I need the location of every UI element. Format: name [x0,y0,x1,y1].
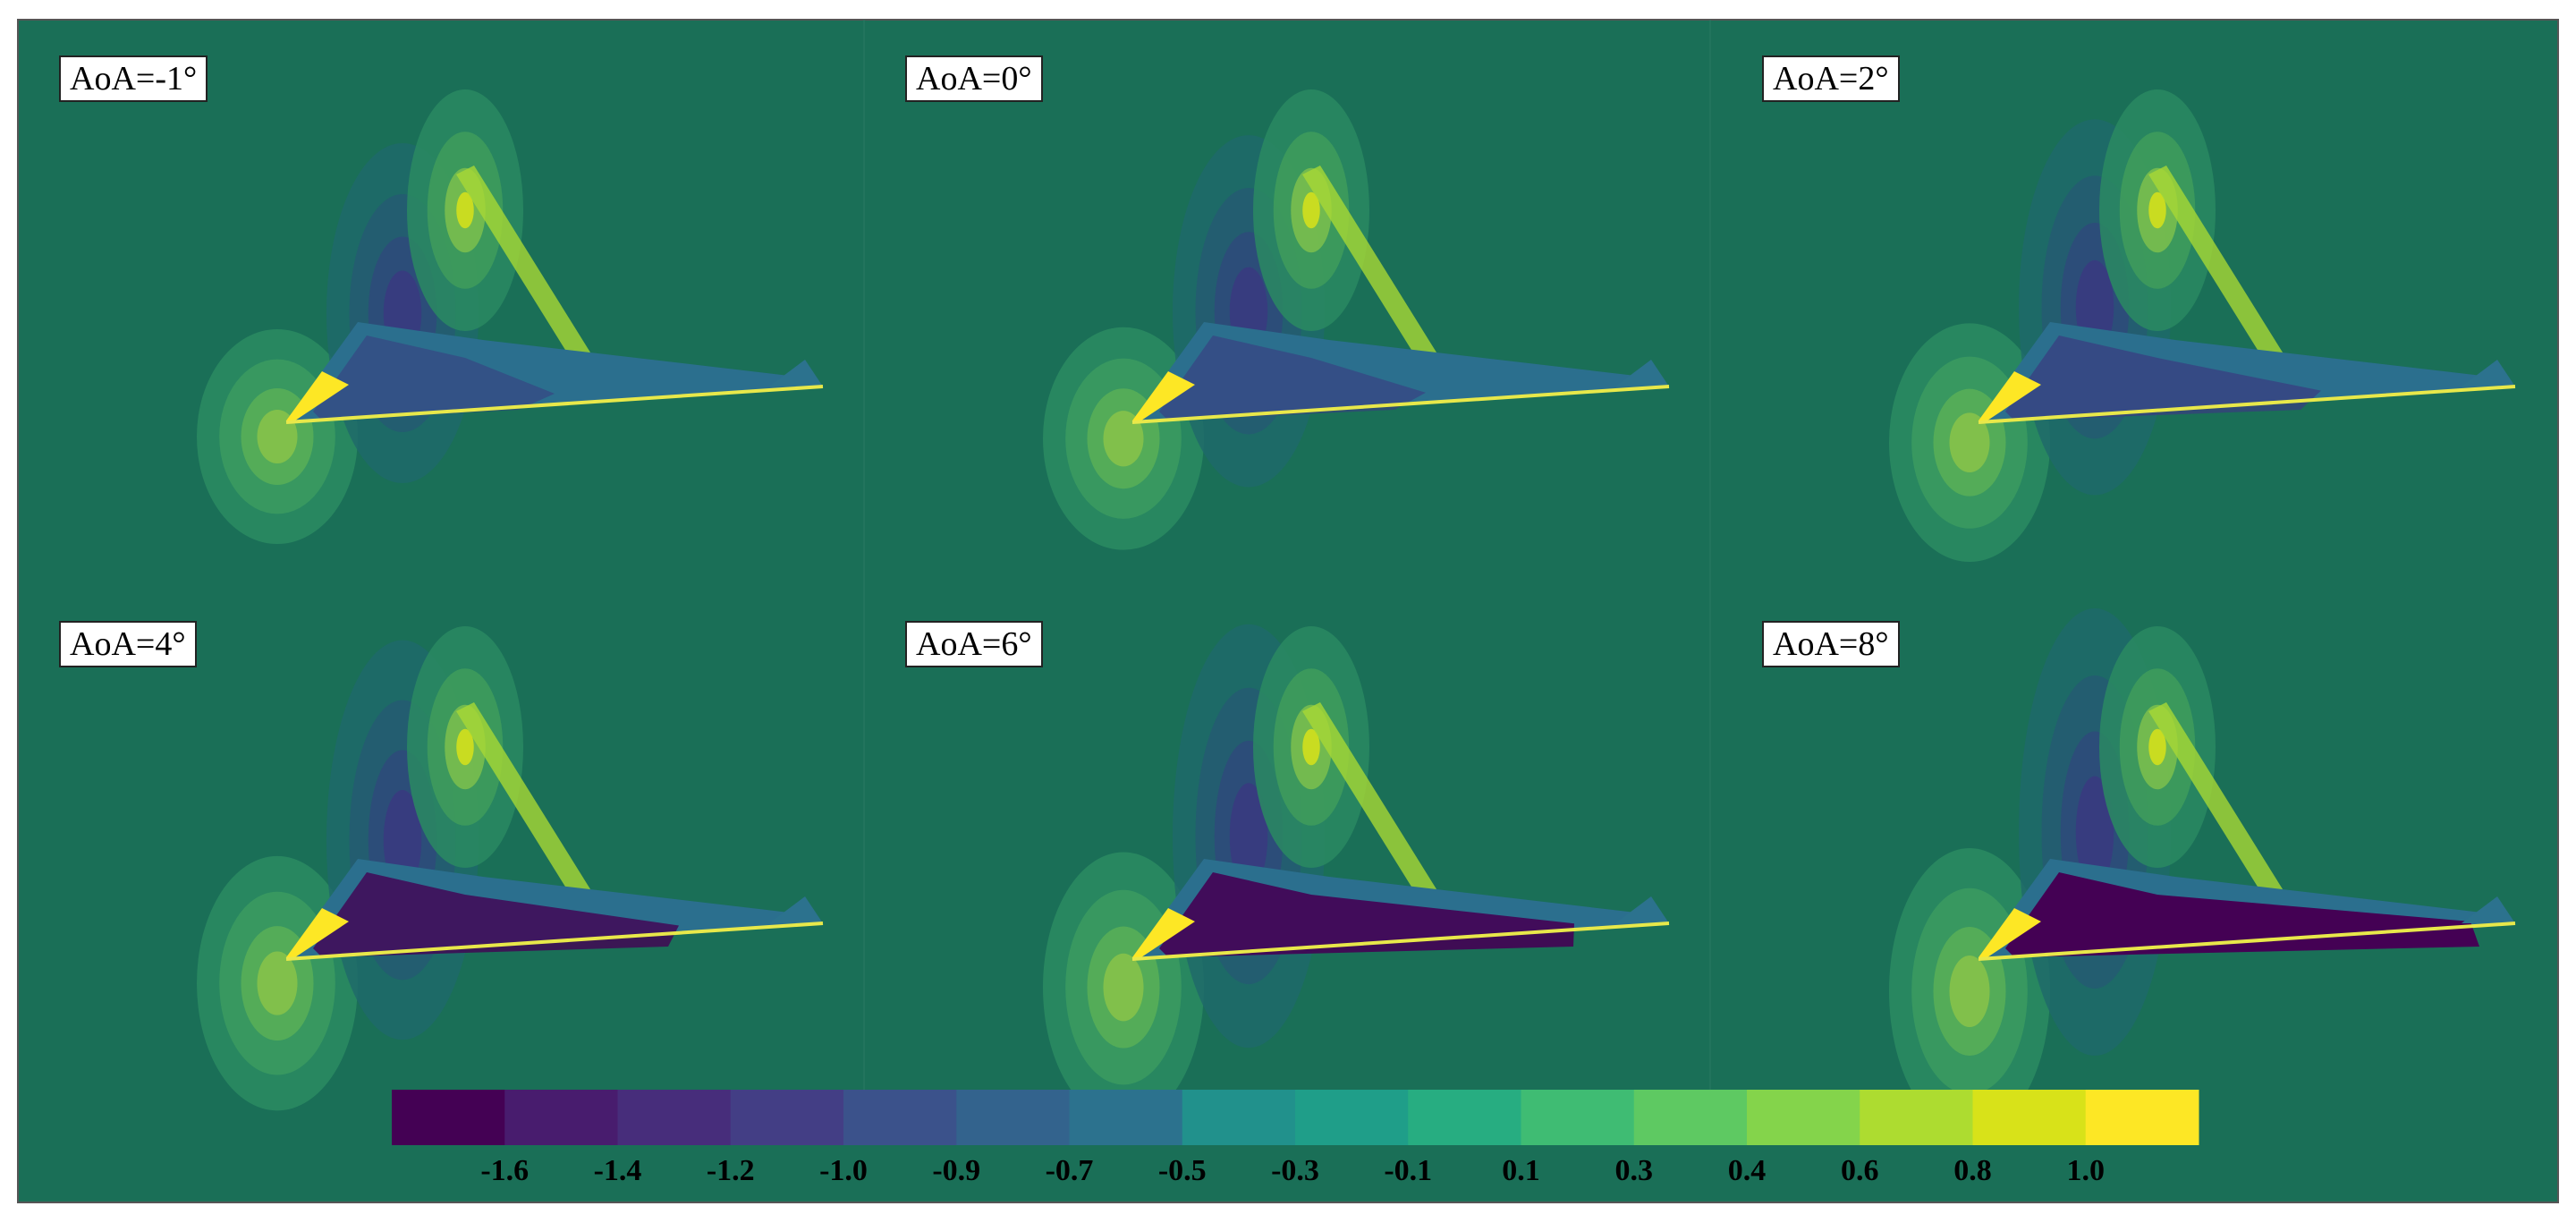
colorbar-swatch [617,1090,732,1145]
upper-pressure-lobe [1302,728,1320,766]
tail-fin [1615,896,1669,923]
lower-surface-line [1978,921,2516,961]
leading-edge-highlight [286,908,349,957]
upper-pressure-lobe [456,191,474,229]
colorbar-swatch [1860,1090,1973,1145]
shock-line [456,166,599,376]
colorbar-swatch [1069,1090,1183,1145]
contour-panel [1709,556,2516,1134]
leading-edge-highlight [286,371,349,420]
contour-panel [197,89,824,544]
colorbar-swatch [1182,1090,1296,1145]
colorbar-swatch [843,1090,957,1145]
panel-label: AoA=4° [59,621,197,667]
colorbar-tick-label: 0.3 [1614,1154,1654,1187]
lower-surface-line [1131,921,1670,961]
lower-surface-line [1978,385,2516,424]
upper-pressure-lobe [2148,191,2166,229]
colorbar-swatch [1295,1090,1409,1145]
contour-panel [863,20,1670,576]
wing-suction-core [2005,335,2321,420]
colorbar-tick-label: 0.4 [1727,1154,1767,1187]
colorbar-tick-label: -0.7 [1045,1154,1094,1187]
leading-edge-highlight [1132,371,1195,420]
colorbar-tick-label: 1.0 [2066,1154,2106,1187]
nose-pressure-lobe [257,951,298,1015]
suction-lobe [1229,783,1268,889]
colorbar-tick-label: -1.0 [819,1154,868,1187]
wing-suction-core [313,872,679,957]
wing-suction-core [313,335,555,420]
colorbar-tick-label: -0.5 [1157,1154,1207,1187]
panels-layer [197,20,2516,1134]
colorbar-swatch [956,1090,1070,1145]
nose-pressure-lobe [1103,953,1144,1022]
contour-panel [197,626,824,1111]
leading-edge-highlight [1979,371,2041,420]
colorbar-swatch [1972,1090,2087,1145]
panel-label: AoA=-1° [59,55,208,102]
colorbar-swatch [392,1090,505,1145]
colorbar-swatch [730,1090,844,1145]
suction-lobe [2075,776,2114,888]
panel-label: AoA=8° [1762,621,1900,667]
shock-line [456,702,599,913]
colorbar-tick-label: -0.9 [932,1154,981,1187]
leading-edge-highlight [1979,908,2041,957]
panel-label: AoA=2° [1762,55,1900,102]
shock-line [1302,702,1445,913]
lower-surface-line [285,385,824,424]
colorbar-swatch [504,1090,618,1145]
upper-pressure-lobe [2148,728,2166,766]
contour-panel [1709,20,2516,576]
shock-line [2148,166,2292,376]
nose-pressure-lobe [1949,412,1990,472]
tail-fin [1615,360,1669,386]
colorbar-swatch [1633,1090,1748,1145]
colorbar-tick-label: -0.3 [1271,1154,1319,1187]
tail-fin [769,896,823,923]
tail-fin [769,360,823,386]
colorbar-swatch [1521,1090,1635,1145]
shock-line [2148,702,2292,913]
nose-pressure-lobe [1949,955,1990,1027]
nose-pressure-lobe [1103,411,1144,467]
colorbar-tick-label: -1.2 [706,1154,755,1187]
colorbar-tick-label: 0.6 [1841,1154,1879,1187]
leading-edge-highlight [1132,908,1195,957]
colorbar-swatch [2085,1090,2199,1145]
upper-pressure-lobe [1302,191,1320,229]
wing-suction-core [2005,872,2479,957]
contour-panel [863,556,1670,1123]
lower-surface-line [1131,385,1670,424]
colorbar-tick-label: -0.1 [1384,1154,1433,1187]
tail-fin [2462,896,2515,923]
wing-suction-core [1159,335,1426,420]
colorbar-tick-label: -1.4 [593,1154,642,1187]
panel-label: AoA=0° [905,55,1043,102]
colorbar-swatch [1408,1090,1521,1145]
panel-label: AoA=6° [905,621,1043,667]
tail-fin [2462,360,2515,386]
shock-line [1302,166,1445,376]
colorbar-tick-label: 0.8 [1953,1154,1992,1187]
colorbar-tick-label: -1.6 [480,1154,530,1187]
colorbar-tick-label: 0.1 [1502,1154,1540,1187]
upper-pressure-lobe [456,728,474,766]
colorbar-swatch [1747,1090,1860,1145]
lower-surface-line [285,921,824,961]
colorbar [392,1090,2199,1145]
